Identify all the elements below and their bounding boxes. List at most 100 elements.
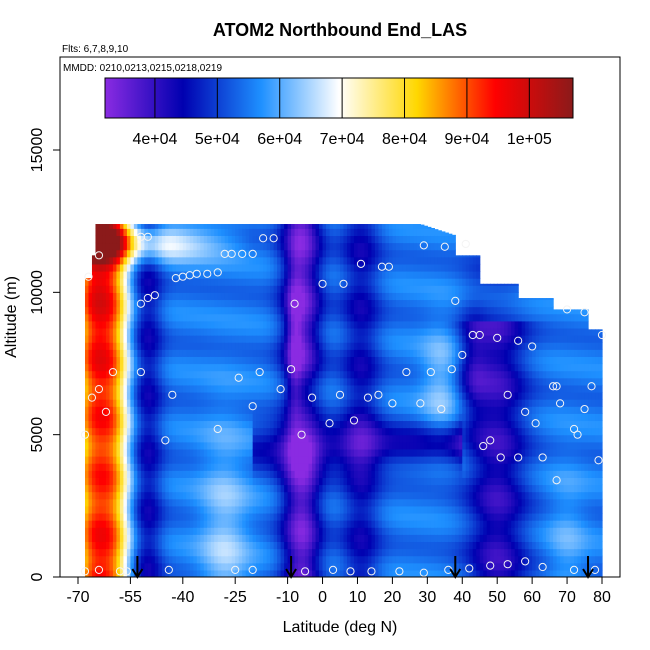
heatmap-cell (119, 278, 125, 286)
heatmap-cell (193, 249, 198, 258)
heatmap-cell (137, 491, 142, 500)
heatmap-cell (203, 491, 208, 500)
heatmap-cell (210, 349, 215, 357)
heatmap-cell (130, 242, 135, 251)
heatmap-cell (273, 292, 278, 301)
heatmap-cell (434, 541, 439, 550)
heatmap-cell (221, 456, 226, 464)
heatmap-cell (416, 263, 421, 272)
heatmap-cell (217, 327, 222, 336)
heatmap-cell (266, 477, 271, 486)
heatmap-cell (91, 370, 97, 379)
heatmap-cell (105, 548, 111, 557)
heatmap-cell (273, 484, 278, 493)
heatmap-cell (144, 491, 149, 500)
heatmap-cell (294, 413, 299, 422)
heatmap-cell (133, 270, 138, 279)
heatmap-cell (172, 420, 177, 429)
heatmap-cell (409, 541, 414, 550)
heatmap-cell (126, 484, 131, 493)
heatmap-cell (266, 505, 271, 514)
heatmap-cell (291, 292, 296, 301)
heatmap-cell (423, 477, 428, 486)
heatmap-cell (301, 356, 306, 365)
heatmap-cell (102, 270, 107, 279)
heatmap-cell (98, 228, 104, 236)
heatmap-cell (133, 399, 138, 407)
heatmap-cell (308, 335, 313, 343)
heatmap-cell (144, 235, 149, 244)
heatmap-cell (322, 406, 327, 414)
heatmap-cell (343, 520, 348, 528)
heatmap-cell (312, 420, 317, 429)
heatmap-cell (130, 470, 135, 478)
heatmap-cell (119, 534, 125, 543)
heatmap-cell (193, 498, 198, 507)
heatmap-cell (280, 562, 285, 571)
heatmap-cell (105, 327, 111, 336)
heatmap-cell (210, 456, 215, 464)
heatmap-cell (196, 327, 201, 336)
heatmap-cell (123, 249, 128, 258)
heatmap-cell (259, 512, 264, 521)
heatmap-cell (392, 384, 397, 393)
heatmap-cell (210, 285, 215, 293)
heatmap-cell (147, 335, 152, 343)
heatmap-cell (340, 448, 345, 457)
heatmap-cell (409, 349, 414, 357)
heatmap-cell (154, 505, 159, 514)
heatmap-cell (378, 505, 383, 514)
heatmap-cell (102, 541, 107, 550)
heatmap-cell (420, 327, 425, 336)
heatmap-cell (371, 491, 376, 500)
heatmap-cell (322, 512, 327, 521)
heatmap-cell (416, 384, 421, 393)
heatmap-cell (214, 292, 219, 301)
heatmap-cell (371, 327, 376, 336)
heatmap-cell (420, 555, 425, 564)
heatmap-cell (340, 470, 345, 478)
heatmap-cell (189, 569, 194, 577)
heatmap-cell (273, 249, 278, 258)
heatmap-cell (312, 456, 317, 464)
heatmap-cell (277, 484, 282, 493)
heatmap-cell (137, 555, 142, 564)
heatmap-cell (186, 249, 191, 258)
heatmap-cell (182, 477, 187, 486)
heatmap-cell (409, 420, 414, 429)
heatmap-cell (263, 399, 268, 407)
heatmap-cell (353, 235, 359, 244)
heatmap-cell (193, 527, 198, 535)
heatmap-cell (395, 342, 400, 350)
heatmap-cell (144, 278, 149, 286)
heatmap-cell (305, 242, 310, 251)
heatmap-cell (413, 327, 418, 336)
heatmap-cell (91, 335, 97, 343)
heatmap-cell (116, 491, 121, 500)
heatmap-cell (102, 505, 107, 514)
heatmap-cell (91, 363, 97, 372)
heatmap-cell (416, 320, 421, 329)
heatmap-cell (392, 498, 397, 507)
heatmap-cell (182, 285, 187, 293)
heatmap-cell (154, 299, 159, 308)
heatmap-cell (329, 527, 334, 535)
heatmap-cell (291, 512, 296, 521)
heatmap-cell (168, 270, 173, 279)
heatmap-cell (98, 434, 104, 443)
heatmap-cell (259, 270, 264, 279)
heatmap-cell (378, 242, 383, 251)
heatmap-cell (357, 335, 362, 343)
heatmap-cell (395, 448, 400, 457)
heatmap-cell (245, 391, 250, 400)
heatmap-cell (326, 242, 331, 251)
heatmap-cell (360, 399, 366, 407)
heatmap-cell (112, 278, 118, 286)
heatmap-cell (130, 299, 135, 308)
heatmap-cell (270, 370, 275, 379)
heatmap-cell (270, 427, 275, 436)
heatmap-cell (346, 534, 352, 543)
heatmap-cell (329, 249, 334, 258)
heatmap-cell (263, 342, 268, 350)
heatmap-cell (179, 399, 184, 407)
